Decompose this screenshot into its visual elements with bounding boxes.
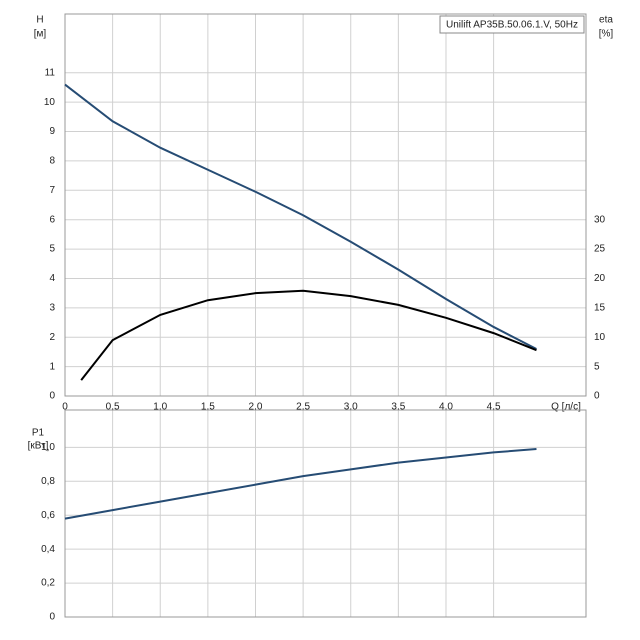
- y2-tick-label: 10: [594, 332, 606, 343]
- x-tick-label: 1,0: [153, 402, 167, 413]
- y-tick-label: 0,2: [41, 578, 55, 589]
- y-tick-label: 8: [49, 156, 55, 167]
- y2-tick-label: 30: [594, 214, 606, 225]
- y-tick-label: 1: [49, 361, 55, 372]
- x-tick-label: 4,0: [439, 402, 453, 413]
- y2-tick-label: 0: [594, 391, 600, 402]
- x-tick-label: 4,5: [487, 402, 501, 413]
- plot-frame: [64, 409, 587, 618]
- title-box: [439, 15, 585, 34]
- y-tick-label: 4: [49, 273, 55, 284]
- y-tick-label: 3: [49, 302, 55, 313]
- curve: [80, 289, 537, 381]
- y2-tick-label: 20: [594, 273, 606, 284]
- y-tick-label: 2: [49, 332, 55, 343]
- y-tick-label: 0,6: [41, 510, 55, 521]
- y-label: H: [36, 15, 43, 26]
- y-unit: [м]: [34, 29, 47, 40]
- y-tick-label: 7: [49, 185, 55, 196]
- y-tick-label: 6: [49, 214, 55, 225]
- y-tick-label: 5: [49, 244, 55, 255]
- x-tick-label: 0: [62, 402, 68, 413]
- x-label: Q [л/с]: [551, 402, 581, 413]
- y-tick-label: 0: [49, 391, 55, 402]
- y2-tick-label: 5: [594, 361, 600, 372]
- y2-tick-label: 15: [594, 302, 606, 313]
- x-tick-label: 1,5: [201, 402, 215, 413]
- y2-label: eta: [599, 15, 613, 26]
- y-tick-label: 1,0: [41, 442, 55, 453]
- y2-tick-label: 25: [594, 244, 606, 255]
- plot-frame: [64, 13, 587, 397]
- y-tick-label: 9: [49, 126, 55, 137]
- curve: [64, 448, 537, 520]
- chart-title: Unilift AP35B.50.06.1.V, 50Hz: [446, 20, 578, 31]
- y-tick-label: 0: [49, 612, 55, 623]
- y2-unit: [%]: [599, 29, 614, 40]
- y-tick-label: 11: [45, 67, 56, 78]
- x-tick-label: 2,0: [249, 402, 263, 413]
- curve: [64, 83, 537, 350]
- x-tick-label: 0,5: [106, 402, 120, 413]
- y-tick-label: 0,8: [41, 476, 55, 487]
- y-label: P1: [32, 428, 45, 439]
- x-tick-label: 3,0: [344, 402, 358, 413]
- y-tick-label: 0,4: [41, 544, 55, 555]
- x-tick-label: 2,5: [296, 402, 310, 413]
- y-tick-label: 10: [44, 97, 56, 108]
- y-unit: [кВт]: [28, 441, 49, 452]
- x-tick-label: 3,5: [391, 402, 405, 413]
